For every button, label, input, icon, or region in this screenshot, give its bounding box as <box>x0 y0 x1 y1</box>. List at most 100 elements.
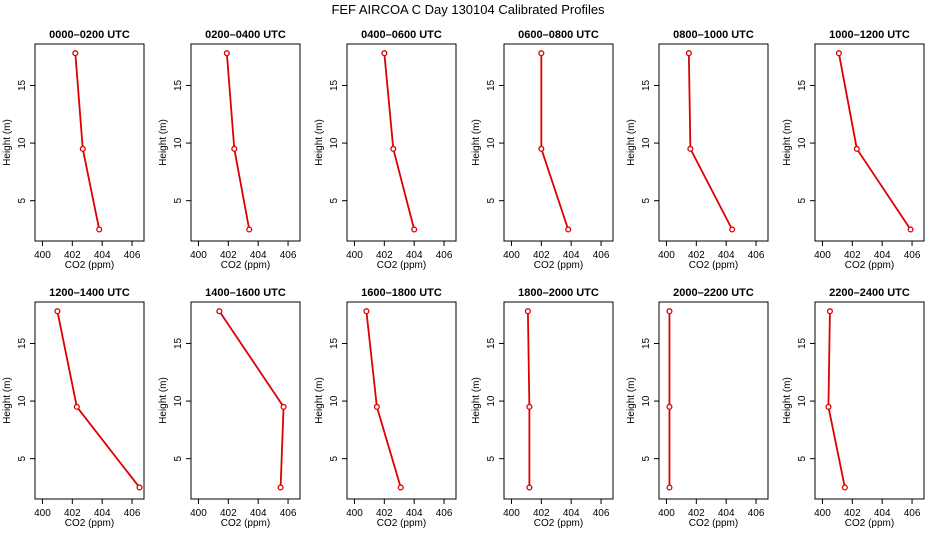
profile-panel: 0600–0800 UTC 400 402 404 406 5 10 15 CO2 (ppm) H… <box>471 29 614 271</box>
x-tick-label: 404 <box>874 250 891 261</box>
y-tick-label: 5 <box>797 455 808 461</box>
y-axis-label: Height (m) <box>782 377 793 424</box>
profile-line <box>526 311 531 488</box>
y-tick-label: 5 <box>486 455 497 461</box>
y-tick-label: 5 <box>641 197 652 203</box>
plot-frame <box>503 43 614 242</box>
profile-line <box>540 53 570 230</box>
panel-title: 1800–2000 UTC <box>518 287 599 299</box>
panel-title: 2000–2200 UTC <box>673 287 754 299</box>
y-tick-label: 5 <box>17 197 28 203</box>
data-point <box>73 403 80 410</box>
y-axis-label: Height (m) <box>158 377 169 424</box>
y-tick-label: 15 <box>641 79 652 91</box>
data-point <box>835 50 842 57</box>
x-axis-label: CO2 (ppm) <box>377 260 426 271</box>
panel-title: 2200–2400 UTC <box>829 287 910 299</box>
plot-frame <box>814 43 925 242</box>
x-axis-label: CO2 (ppm) <box>845 518 894 529</box>
y-axis-label: Height (m) <box>158 119 169 166</box>
x-tick-label: 406 <box>904 508 921 519</box>
x-tick-label: 404 <box>406 250 423 261</box>
x-tick-label: 400 <box>190 508 207 519</box>
x-axis-label: CO2 (ppm) <box>65 260 114 271</box>
y-tick-label: 10 <box>641 395 652 407</box>
x-axis-label: CO2 (ppm) <box>534 260 583 271</box>
profile-line <box>687 53 733 230</box>
y-tick-label: 5 <box>173 197 184 203</box>
profile-panel: 1600–1800 UTC 400 402 404 406 5 10 15 CO2 (ppm) H… <box>314 287 457 529</box>
y-axis-label: Height (m) <box>2 119 13 166</box>
x-tick-label: 402 <box>376 250 393 261</box>
x-tick-label: 402 <box>220 508 237 519</box>
data-point <box>826 308 833 315</box>
data-point <box>526 403 533 410</box>
x-tick-label: 402 <box>533 508 550 519</box>
x-tick-label: 404 <box>406 508 423 519</box>
y-tick-label: 5 <box>329 455 340 461</box>
data-point <box>54 308 61 315</box>
y-tick-label: 5 <box>17 455 28 461</box>
data-point <box>907 226 914 233</box>
panel-title: 0400–0600 UTC <box>361 29 442 41</box>
y-tick-label: 15 <box>641 337 652 349</box>
y-tick-label: 10 <box>173 395 184 407</box>
x-tick-label: 402 <box>220 250 237 261</box>
x-axis-label: CO2 (ppm) <box>65 518 114 529</box>
profile-line <box>218 310 285 488</box>
data-point <box>538 145 545 152</box>
data-point <box>825 403 832 410</box>
y-axis-label: Height (m) <box>782 119 793 166</box>
y-tick-label: 15 <box>797 79 808 91</box>
y-tick-label: 15 <box>17 79 28 91</box>
x-tick-label: 404 <box>718 250 735 261</box>
data-point <box>666 484 673 491</box>
x-tick-label: 400 <box>346 508 363 519</box>
profile-line <box>827 311 846 488</box>
data-point <box>136 484 143 491</box>
x-tick-label: 406 <box>593 250 610 261</box>
data-point <box>216 308 223 315</box>
y-tick-label: 15 <box>329 337 340 349</box>
profile-panel: 1800–2000 UTC 400 402 404 406 5 10 15 CO2 (ppm) H… <box>471 287 614 529</box>
x-tick-label: 406 <box>124 250 141 261</box>
data-point <box>685 50 692 57</box>
data-point <box>223 50 230 57</box>
x-tick-label: 402 <box>844 250 861 261</box>
panel-title: 0000–0200 UTC <box>49 29 130 41</box>
x-axis-label: CO2 (ppm) <box>689 260 738 271</box>
x-tick-label: 406 <box>436 250 453 261</box>
y-tick-label: 10 <box>797 395 808 407</box>
x-tick-label: 406 <box>904 250 921 261</box>
y-tick-label: 10 <box>329 137 340 149</box>
figure-title: FEF AIRCOA C Day 130104 Calibrated Profi… <box>331 2 605 17</box>
x-axis-label: CO2 (ppm) <box>221 260 270 271</box>
plot-frame <box>503 301 614 500</box>
x-tick-label: 406 <box>748 508 765 519</box>
profile-panel: 1000–1200 UTC 400 402 404 406 5 10 15 CO2 (ppm) H… <box>782 29 925 271</box>
profile-line <box>365 311 402 488</box>
x-tick-label: 400 <box>503 250 520 261</box>
panel-title: 1000–1200 UTC <box>829 29 910 41</box>
y-axis-label: Height (m) <box>471 377 482 424</box>
y-tick-label: 15 <box>329 79 340 91</box>
x-tick-label: 402 <box>688 250 705 261</box>
x-tick-label: 406 <box>593 508 610 519</box>
y-tick-label: 15 <box>486 337 497 349</box>
y-axis-label: Height (m) <box>314 377 325 424</box>
data-point <box>666 403 673 410</box>
y-tick-label: 5 <box>797 197 808 203</box>
x-tick-label: 402 <box>64 508 81 519</box>
data-point <box>666 308 673 315</box>
plot-frame <box>190 43 301 242</box>
y-tick-label: 5 <box>329 197 340 203</box>
x-tick-label: 404 <box>718 508 735 519</box>
x-tick-label: 404 <box>94 508 111 519</box>
y-tick-label: 10 <box>17 395 28 407</box>
x-tick-label: 406 <box>748 250 765 261</box>
y-tick-label: 5 <box>486 197 497 203</box>
data-point <box>687 145 694 152</box>
x-axis-label: CO2 (ppm) <box>221 518 270 529</box>
y-tick-label: 10 <box>486 395 497 407</box>
y-axis-label: Height (m) <box>2 377 13 424</box>
